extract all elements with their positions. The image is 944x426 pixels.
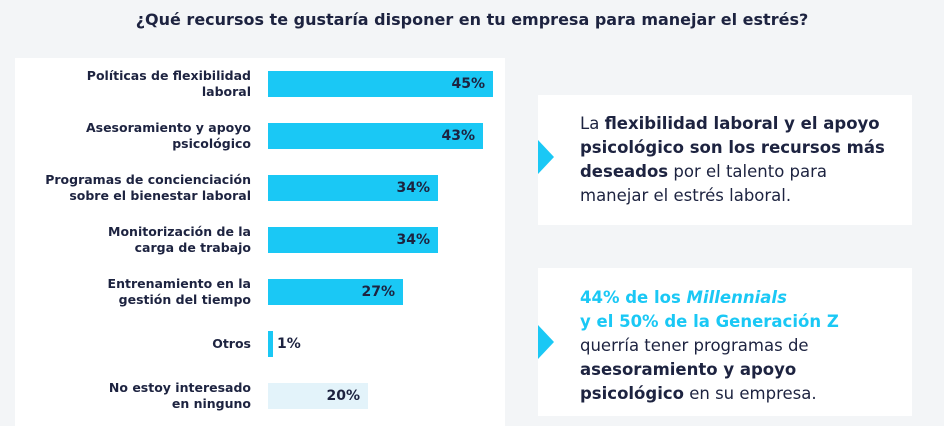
bar <box>268 383 368 409</box>
callout-text: La flexibilidad laboral y el apoyo psico… <box>580 112 900 208</box>
data-label: 34% <box>396 180 430 196</box>
category-label: Monitorización de la carga de trabajo <box>108 224 251 255</box>
category-label: No estoy interesado en ninguno <box>108 380 251 411</box>
chart-title: ¿Qué recursos te gustaría disponer en tu… <box>135 10 809 29</box>
category-label: Políticas de flexibilidad laboral <box>86 68 251 99</box>
callout-box <box>538 95 912 225</box>
callout-segment: y el 50% de la Generación Z <box>580 312 839 331</box>
callout-arrow <box>538 140 554 174</box>
callout-segment: Millennials <box>686 288 787 307</box>
callout-segment: por el talento para manejar el estrés la… <box>580 162 828 205</box>
category-label: Programas de concienciación sobre el bie… <box>45 172 251 203</box>
bar <box>268 227 438 253</box>
bar <box>268 175 438 201</box>
category-label: Otros <box>212 336 251 351</box>
data-label: 43% <box>441 128 475 144</box>
bar <box>268 279 403 305</box>
bar <box>268 123 483 149</box>
data-label: 1% <box>277 336 301 352</box>
callout-box <box>538 268 912 416</box>
callout-segment: flexibilidad laboral y el apoyo psicológ… <box>580 114 885 181</box>
data-label: 45% <box>451 76 485 92</box>
callout-segment: 44% de los <box>580 288 687 307</box>
bar <box>268 331 273 357</box>
callout-segment: asesoramiento y apoyo psicológico <box>580 360 797 403</box>
category-label: Entrenamiento en la gestión del tiempo <box>107 276 251 307</box>
callout-segment: La <box>580 114 605 133</box>
callout-segment: en su empresa. <box>683 384 817 403</box>
callout-text: 44% de los Millennials y el 50% de la Ge… <box>580 286 900 406</box>
data-label: 34% <box>396 232 430 248</box>
category-label: Asesoramiento y apoyo psicológico <box>85 120 251 151</box>
data-label: 27% <box>361 284 395 300</box>
callout-segment: querría tener programas de <box>580 336 809 355</box>
bar <box>268 71 493 97</box>
data-label: 20% <box>326 388 360 404</box>
callout-arrow <box>538 325 554 359</box>
